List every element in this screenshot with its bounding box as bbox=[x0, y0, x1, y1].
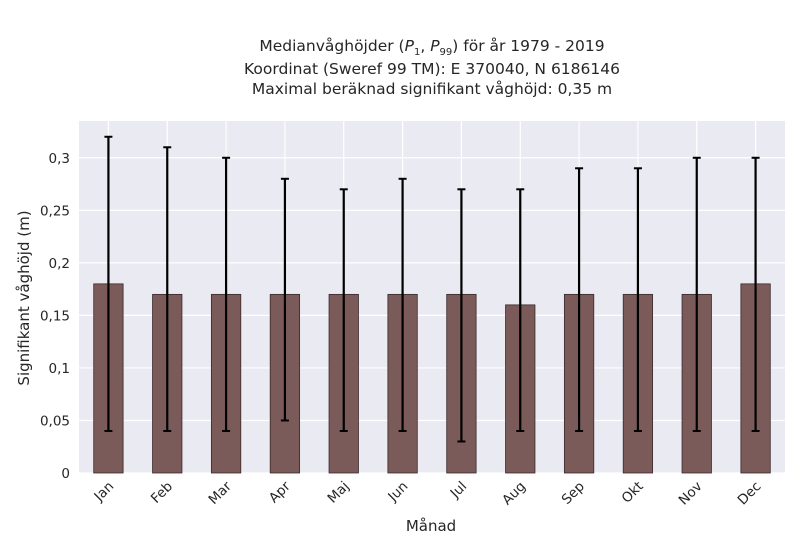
error-bar-apr bbox=[280, 177, 289, 422]
x-tick-label: Jun bbox=[384, 479, 411, 506]
error-bar-dec bbox=[751, 156, 760, 432]
x-tick-label: Mar bbox=[206, 478, 236, 508]
x-tick-labels: Jan Feb Mar Apr Maj Jun Jul Aug Sep Okt Nov Dec bbox=[91, 478, 765, 508]
y-tick-label: 0,3 bbox=[49, 151, 70, 167]
chart-title-line-1: Medianvåghöjder (P1, P99) för år 1979 - … bbox=[259, 37, 604, 58]
y-tick-label: 0 bbox=[61, 466, 70, 482]
x-tick-label: Sep bbox=[559, 479, 588, 508]
error-bar-jun bbox=[398, 177, 407, 432]
error-bar-nov bbox=[692, 156, 701, 432]
x-tick-label: Maj bbox=[325, 479, 353, 507]
y-axis-label: Signifikant våghöjd (m) bbox=[15, 210, 33, 385]
x-tick-label: Nov bbox=[676, 479, 706, 509]
error-bar-mar bbox=[222, 156, 231, 432]
error-bar-maj bbox=[339, 188, 348, 432]
error-bar-feb bbox=[163, 146, 172, 432]
error-bars bbox=[104, 135, 760, 443]
y-tick-label: 0,2 bbox=[49, 256, 70, 272]
error-bar-jul bbox=[457, 188, 466, 443]
x-tick-label: Okt bbox=[619, 479, 647, 507]
x-tick-label: Jan bbox=[91, 479, 118, 506]
chart-title-line-2: Koordinat (Sweref 99 TM): E 370040, N 61… bbox=[244, 60, 620, 78]
x-tick-label: Aug bbox=[499, 479, 529, 509]
y-tick-labels: 0 0,05 0,1 0,15 0,2 0,25 0,3 bbox=[40, 151, 70, 482]
y-tick-label: 0,15 bbox=[40, 308, 70, 324]
y-tick-label: 0,25 bbox=[40, 203, 70, 219]
error-bar-sep bbox=[575, 167, 584, 432]
x-tick-label: Dec bbox=[735, 479, 765, 509]
error-bar-jan bbox=[104, 135, 113, 432]
chart-title-line-3: Maximal beräknad signifikant våghöjd: 0,… bbox=[252, 80, 612, 98]
x-tick-label: Feb bbox=[148, 479, 176, 507]
x-tick-label: Apr bbox=[266, 478, 294, 506]
x-axis-label: Månad bbox=[406, 517, 456, 535]
error-bar-aug bbox=[516, 188, 525, 432]
y-tick-label: 0,05 bbox=[40, 413, 70, 429]
plot-area bbox=[79, 121, 785, 473]
x-tick-label: Jul bbox=[447, 479, 471, 503]
y-tick-label: 0,1 bbox=[49, 361, 70, 377]
error-bar-okt bbox=[633, 167, 642, 432]
